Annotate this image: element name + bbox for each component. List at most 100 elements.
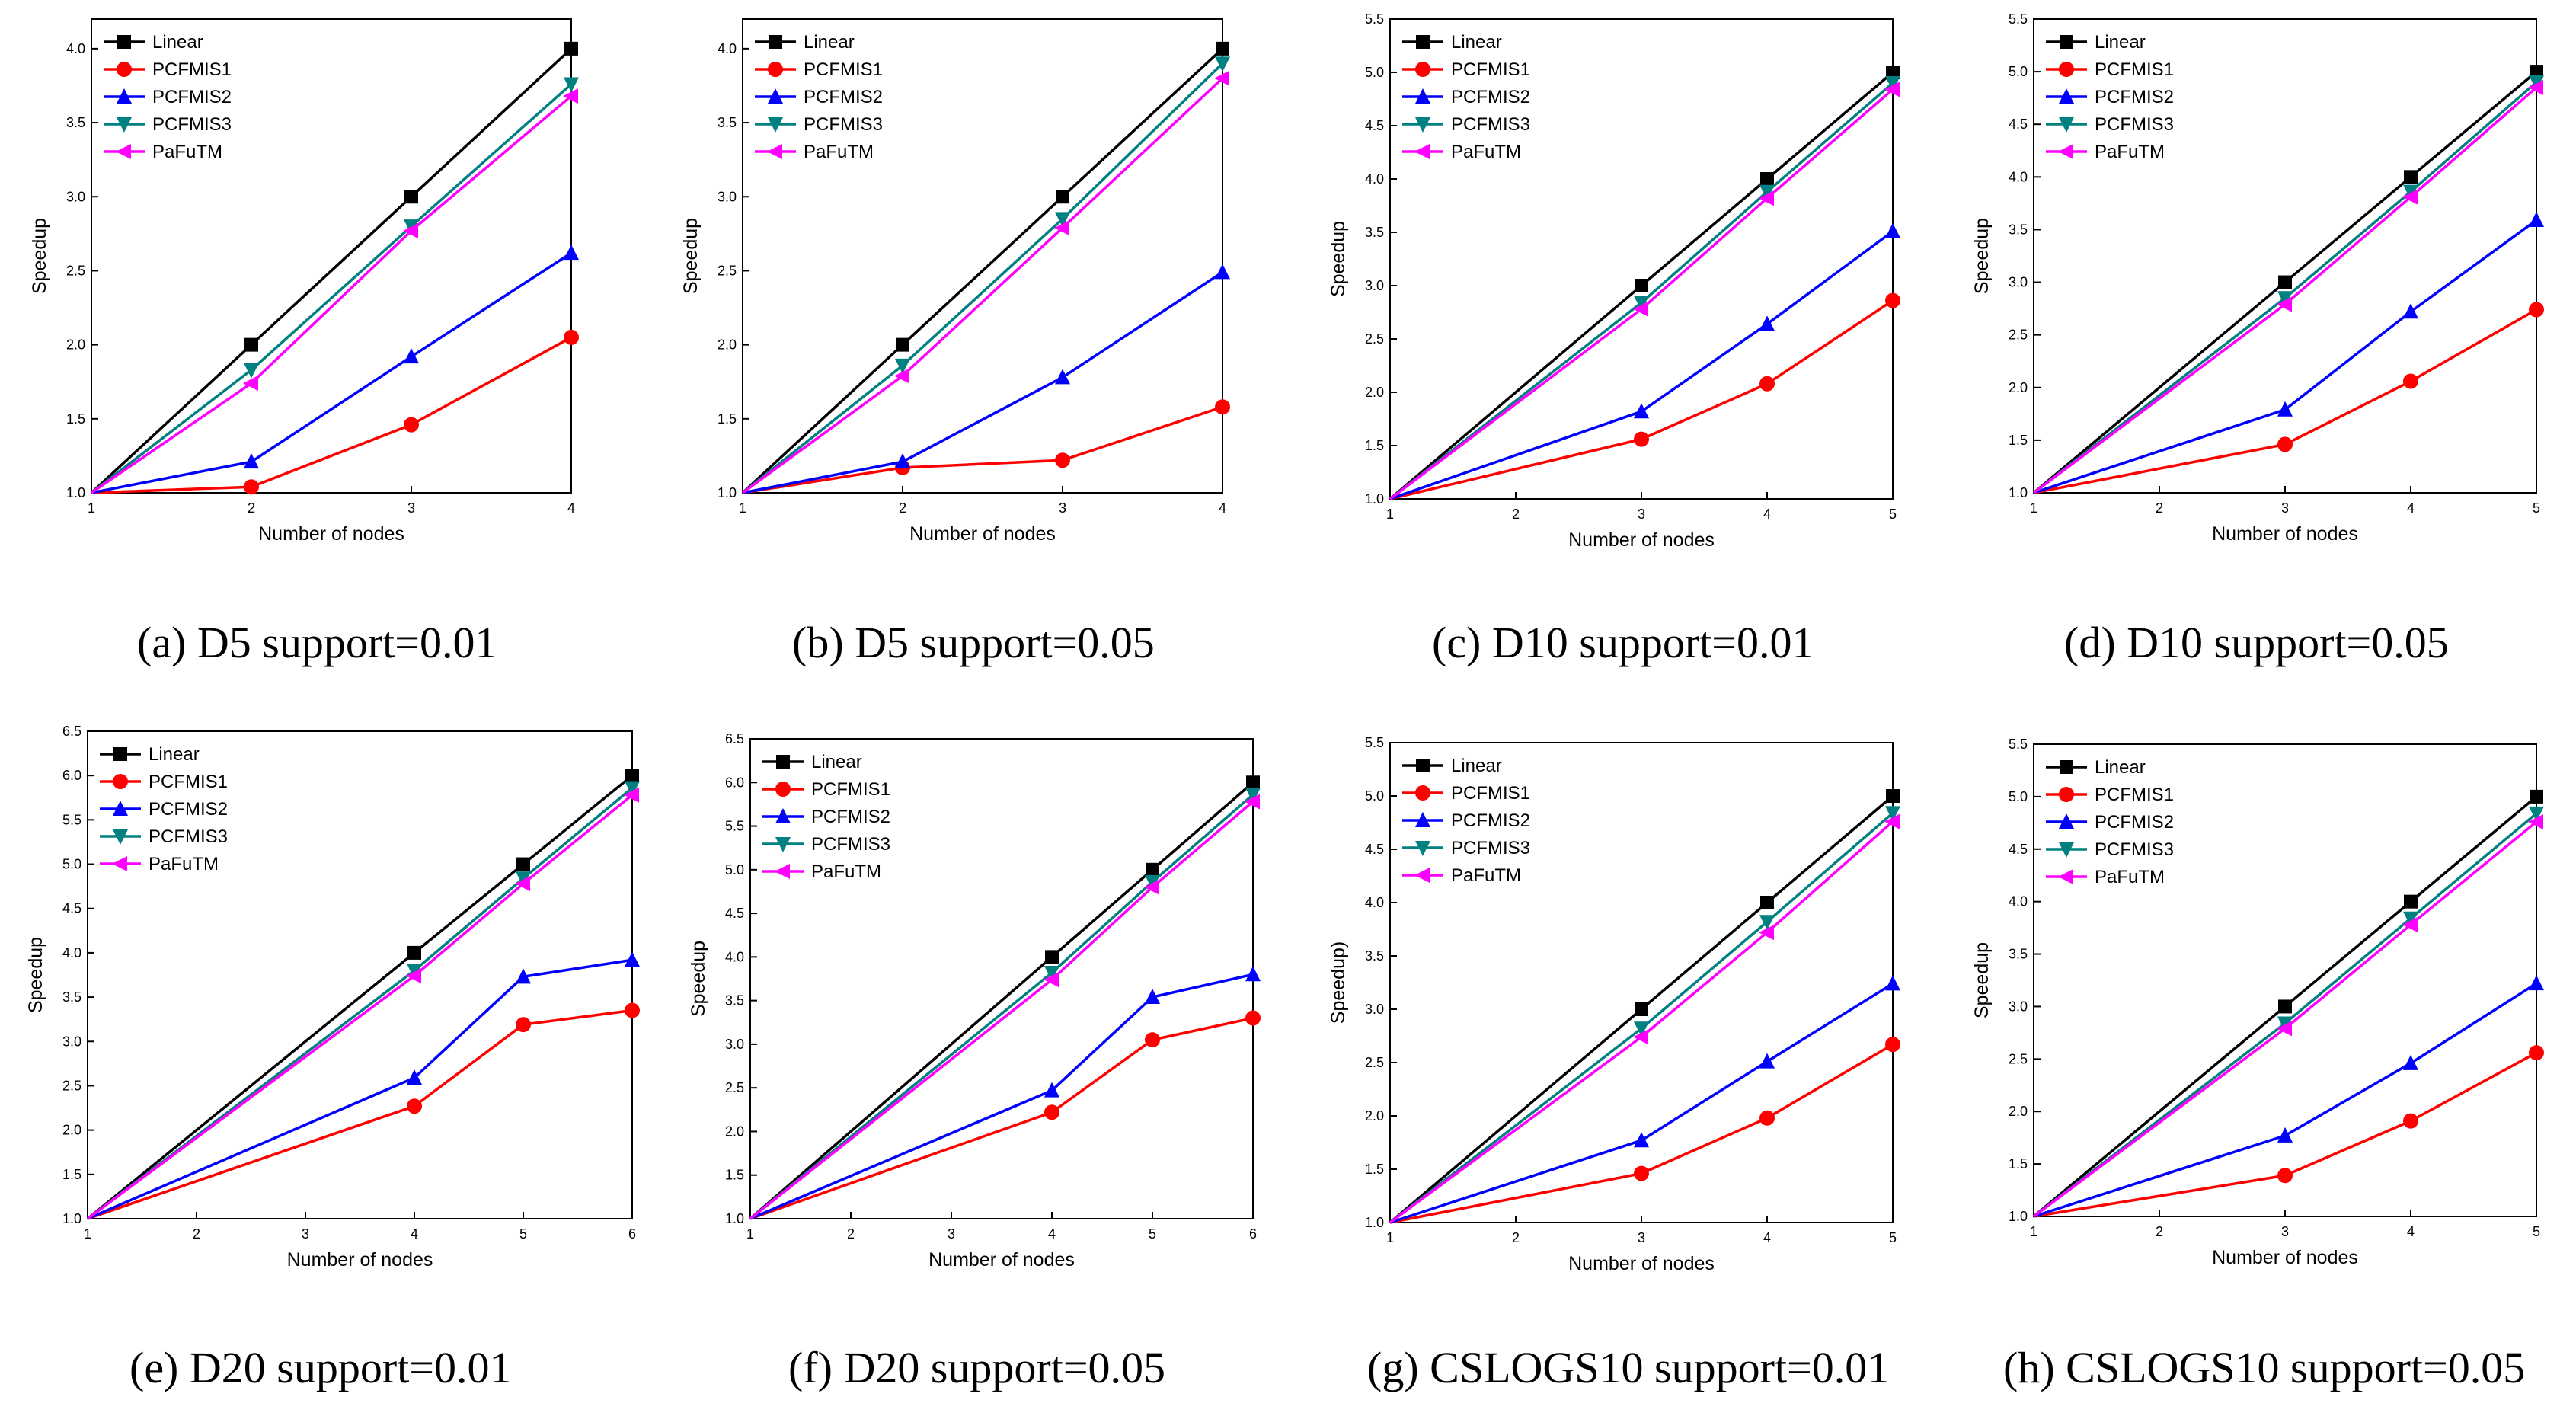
legend: Linear PCFMIS1 PCFMIS2 PCFMIS3 PaFuTM (104, 32, 232, 162)
data-point-pcfmis2 (1759, 1053, 1775, 1069)
legend-label-pafutm: PaFuTM (804, 142, 874, 162)
x-tick-label: 1 (84, 1226, 91, 1242)
legend-label-pcfmis2: PCFMIS2 (804, 87, 883, 107)
legend-marker-pcfmis3 (775, 837, 791, 852)
data-point-pcfmis1 (516, 1017, 531, 1033)
y-tick-label: 1.5 (66, 411, 85, 427)
series-pcfmis3 (2032, 75, 2544, 494)
series-line-pafutm (91, 94, 573, 494)
y-tick-label: 5.0 (725, 862, 744, 877)
legend-marker-linear (2060, 35, 2073, 49)
series-line-pcfmis3 (1389, 812, 1894, 1224)
series-line-pafutm (2032, 820, 2538, 1218)
legend: Linear PCFMIS1 PCFMIS2 PCFMIS3 PaFuTM (100, 744, 228, 874)
legend-label-pcfmis3: PCFMIS3 (2095, 839, 2174, 860)
legend-marker-pcfmis1 (1415, 62, 1430, 77)
y-tick-label: 2.0 (725, 1124, 744, 1139)
chart-panel-h: 1.0 1.5 2.0 2.5 3.0 3.5 4.0 4.5 5.0 5.5 1 2 3 4 5 Numbe… (1946, 735, 2571, 1268)
caption-g: (g) CSLOGS10 support=0.01 (1367, 1343, 1890, 1392)
series-pcfmis2 (2033, 212, 2544, 494)
series-linear (2032, 65, 2543, 494)
series-line-pcfmis2 (1389, 982, 1894, 1224)
data-point-pcfmis2 (1245, 966, 1261, 982)
chart-svg-e: 1.0 1.5 2.0 2.5 3.0 3.5 4.0 4.5 5.0 5.5 6.0 6.5 1 2 3 4… (25, 724, 640, 1271)
plot-frame (87, 730, 633, 1219)
data-point-pafutm (1144, 879, 1159, 895)
chart-panel-g: 1.0 1.5 2.0 2.5 3.0 3.5 4.0 4.5 5.0 5.5 1 2 3 4 5 Numbe… (1310, 731, 1927, 1274)
series-line-pcfmis2 (2033, 219, 2538, 494)
data-point-linear (1886, 66, 1900, 79)
y-tick-label: 6.5 (725, 731, 744, 746)
data-point-pcfmis2 (564, 245, 579, 261)
data-point-pcfmis1 (1634, 1165, 1649, 1181)
legend-marker-linear (1416, 759, 1430, 772)
data-point-pcfmis1 (404, 417, 419, 433)
series-linear (1389, 789, 1900, 1224)
x-tick-label: 5 (519, 1226, 527, 1242)
legend-marker-pcfmis2 (768, 88, 783, 104)
chart-svg-a: 1.0 1.5 2.0 2.5 3.0 3.5 4.0 1 2 3 4 Number of nodes… (29, 18, 579, 545)
data-point-pafutm (1054, 220, 1069, 236)
x-axis-label: Number of nodes (1568, 529, 1715, 551)
legend-label-pcfmis2: PCFMIS2 (152, 87, 232, 107)
data-point-linear (1045, 950, 1059, 964)
data-point-linear (1146, 862, 1159, 877)
data-point-pafutm (2402, 189, 2418, 205)
series-line-linear (741, 47, 1224, 494)
x-tick-label: 3 (1638, 507, 1645, 522)
series-pcfmis2 (1389, 222, 1900, 500)
series-pcfmis2 (742, 264, 1230, 494)
legend-label-pafutm: PaFuTM (149, 854, 219, 874)
data-point-pafutm (1214, 70, 1229, 86)
series-line-pcfmis3 (1389, 82, 1894, 500)
legend-label-pcfmis1: PCFMIS1 (1451, 59, 1530, 80)
data-point-pcfmis2 (1634, 1132, 1649, 1148)
series-line-linear (2032, 70, 2538, 494)
data-point-pcfmis3 (1145, 874, 1160, 890)
y-tick-label: 3.0 (1365, 278, 1384, 293)
legend-label-pcfmis2: PCFMIS2 (811, 807, 890, 827)
legend-label-pcfmis1: PCFMIS1 (152, 59, 232, 80)
x-tick-label: 1 (1386, 1230, 1394, 1245)
x-axis-label: Number of nodes (2212, 1247, 2358, 1268)
series-line-pafutm (86, 794, 634, 1220)
data-point-pcfmis2 (2529, 975, 2544, 991)
y-tick-label: 3.5 (66, 115, 85, 130)
data-point-pcfmis1 (2403, 1113, 2418, 1129)
caption-a: (a) D5 support=0.01 (137, 618, 497, 667)
series-line-linear (2032, 795, 2538, 1218)
legend: Linear PCFMIS1 PCFMIS2 PCFMIS3 PaFuTM (2046, 32, 2174, 162)
series-line-pafutm (741, 77, 1224, 494)
data-point-pcfmis1 (244, 479, 259, 495)
data-point-pcfmis2 (244, 453, 259, 469)
y-axis-label: Speedup (1971, 218, 1993, 294)
legend: Linear PCFMIS1 PCFMIS2 PCFMIS3 PaFuTM (2046, 757, 2174, 887)
series-line-pafutm (1389, 820, 1894, 1224)
legend-label-pafutm: PaFuTM (1451, 865, 1521, 886)
legend-label-linear: Linear (149, 744, 200, 765)
data-point-pafutm (1044, 972, 1059, 988)
y-tick-label: 1.0 (1365, 491, 1384, 507)
y-tick-label: 3.0 (2009, 275, 2028, 290)
series-line-pafutm (749, 801, 1254, 1220)
x-tick-label: 1 (2030, 1224, 2037, 1239)
data-point-linear (1886, 789, 1900, 803)
data-point-pcfmis1 (2277, 1168, 2293, 1184)
x-tick-label: 4 (411, 1226, 418, 1242)
series-line-pcfmis2 (1389, 230, 1894, 500)
data-point-pcfmis1 (2403, 373, 2418, 389)
legend-marker-pcfmis1 (768, 62, 783, 77)
series-line-linear (90, 47, 573, 494)
series-line-pcfmis3 (86, 787, 634, 1220)
series-pcfmis2 (1389, 975, 1900, 1224)
y-tick-label: 4.0 (2009, 169, 2028, 184)
legend-label-pcfmis1: PCFMIS1 (804, 59, 883, 80)
chart-panel-a: 1.0 1.5 2.0 2.5 3.0 3.5 4.0 1 2 3 4 Number of nodes… (19, 11, 590, 545)
x-axis-label: Number of nodes (1568, 1253, 1715, 1274)
x-tick-label: 2 (847, 1226, 855, 1242)
x-axis-label: Number of nodes (2212, 523, 2358, 545)
series-pcfmis1 (1389, 1037, 1900, 1224)
y-tick-label: 1.5 (718, 411, 737, 427)
chart-svg-f: 1.0 1.5 2.0 2.5 3.0 3.5 4.0 4.5 5.0 5.5 6.0 6.5 1 2 3 4… (688, 731, 1261, 1271)
data-point-pafutm (1633, 1029, 1648, 1045)
